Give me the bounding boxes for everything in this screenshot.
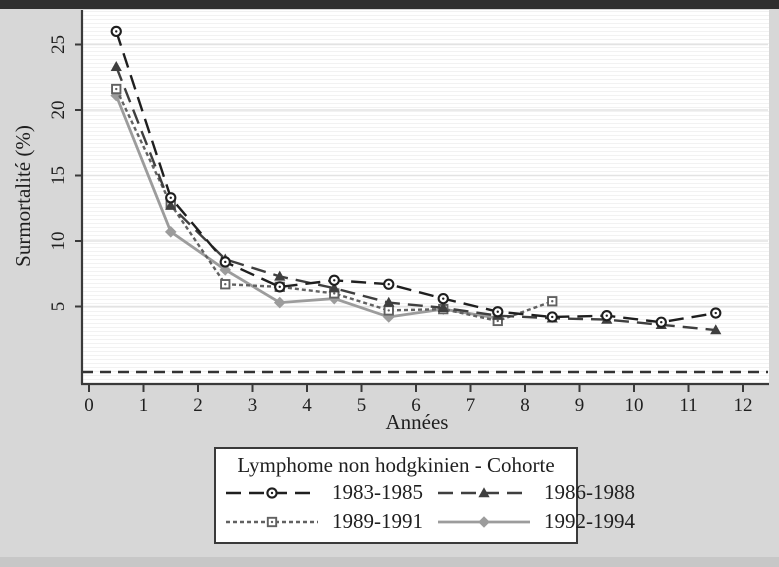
series-1983-1985 (110, 25, 722, 328)
legend-entries: 1983-1985 1986-1988 1989-1991 1992-1994 (224, 480, 635, 534)
x-axis-title: Années (386, 410, 449, 434)
y-tick-label: 20 (48, 101, 69, 120)
x-tick-label: 10 (625, 395, 644, 416)
x-tick-label: 6 (411, 395, 421, 416)
legend-entry-1983-1985: 1983-1985 (224, 480, 432, 505)
x-tick-label: 9 (575, 395, 585, 416)
x-tick-label: 3 (248, 395, 258, 416)
legend-label: 1983-1985 (332, 480, 423, 504)
x-axis-ticks: 0 1 2 3 4 5 6 7 8 9 10 11 12 (84, 385, 753, 416)
legend-title: Lymphome non hodgkinien - Cohorte (237, 453, 555, 477)
legend-label: 1986-1988 (544, 480, 635, 504)
top-scan-edge (0, 0, 779, 9)
x-tick-label: 12 (734, 395, 753, 416)
y-axis-title: Surmortalité (%) (11, 125, 35, 267)
legend-line-sample (226, 516, 318, 527)
legend-label: 1992-1994 (544, 509, 635, 533)
x-tick-label: 11 (679, 395, 697, 416)
y-tick-label: 10 (48, 232, 69, 251)
legend: Lymphome non hodgkinien - Cohorte 1983-1… (214, 447, 635, 544)
legend-label: 1989-1991 (332, 509, 423, 533)
legend-line-sample (226, 486, 318, 499)
y-axis-ticks: 5 10 15 20 25 (48, 35, 82, 311)
x-tick-label: 8 (520, 395, 530, 416)
x-tick-label: 1 (139, 395, 149, 416)
legend-entry-1989-1991: 1989-1991 (224, 509, 432, 534)
legend-line-sample (438, 486, 530, 497)
y-tick-label: 25 (48, 35, 69, 54)
x-tick-label: 2 (193, 395, 203, 416)
y-gridlines (83, 43, 768, 308)
bottom-scan-edge (0, 557, 779, 567)
x-tick-label: 0 (84, 395, 94, 416)
legend-entry-1986-1988: 1986-1988 (436, 480, 644, 505)
x-tick-label: 5 (357, 395, 367, 416)
data-series (110, 25, 722, 335)
y-tick-label: 5 (48, 302, 69, 312)
y-tick-label: 15 (48, 166, 69, 185)
legend-line-sample (438, 515, 530, 528)
x-tick-label: 7 (466, 395, 476, 416)
legend-entry-1992-1994: 1992-1994 (436, 509, 644, 534)
x-tick-label: 4 (302, 395, 312, 416)
